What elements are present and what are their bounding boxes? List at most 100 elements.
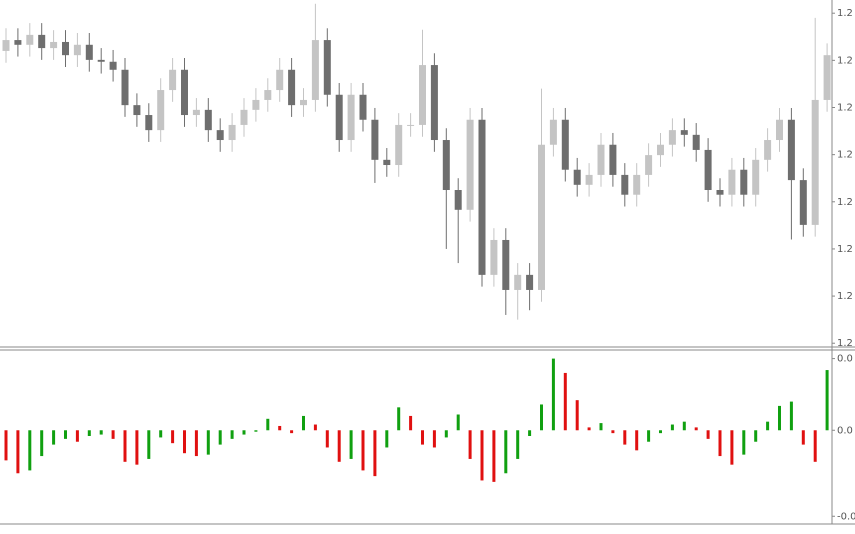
histogram-bar [242, 430, 246, 435]
histogram-bar [540, 404, 543, 431]
candle-body [264, 90, 272, 100]
histogram-bar [183, 430, 186, 454]
histogram-bar [778, 405, 781, 431]
candle-body [811, 99, 819, 225]
histogram-bar [4, 430, 8, 461]
candle-body [823, 55, 831, 100]
histogram-bar [801, 430, 805, 445]
histogram-bar [254, 430, 258, 432]
candle-body [549, 119, 557, 145]
histogram-bar [87, 430, 91, 436]
candle-body [478, 119, 486, 275]
candle-body [454, 190, 462, 210]
candle-body [764, 140, 772, 160]
histogram-bar [623, 430, 627, 445]
candle-body [133, 105, 141, 116]
histogram-bar [171, 430, 175, 444]
histogram-bar [551, 358, 555, 431]
candle-body [787, 119, 795, 181]
candle-body [502, 239, 510, 290]
candle-body [228, 124, 236, 141]
candle-body [288, 69, 296, 106]
y-tick-label: -0.0 [837, 511, 855, 522]
histogram-bar [706, 430, 710, 439]
histogram-bar [349, 430, 353, 459]
histogram-bar [468, 430, 472, 459]
histogram-bar [64, 430, 67, 439]
histogram-bar [528, 430, 532, 436]
candle-body [85, 44, 93, 60]
histogram-bar [659, 430, 662, 434]
candle-body [514, 274, 522, 290]
candle-body [347, 94, 355, 141]
histogram-bar [754, 430, 758, 442]
candle-body [633, 174, 641, 195]
candle-body [621, 174, 629, 195]
histogram-bar [516, 430, 520, 459]
candle-body [97, 59, 105, 62]
histogram-bar [492, 430, 496, 482]
candle-body [62, 41, 69, 56]
candle-body [371, 119, 379, 160]
histogram-bar [563, 372, 567, 431]
candle-body [799, 180, 807, 225]
histogram-bar [611, 430, 615, 434]
candle-body [430, 65, 438, 141]
histogram-bar [194, 430, 198, 457]
candle-body [692, 134, 700, 150]
y-tick-label: 1.2 [837, 8, 853, 19]
candle-body [359, 94, 367, 120]
y-tick-label: 1.2 [837, 102, 853, 113]
candle-body [14, 40, 22, 45]
histogram-bar [742, 430, 746, 455]
y-tick-label: 1.2 [837, 338, 853, 349]
histogram-bar [302, 415, 305, 431]
candle-body [300, 99, 307, 106]
candle-body [109, 61, 117, 70]
candle-body [716, 190, 724, 195]
histogram-bar [456, 414, 460, 431]
histogram-bar [825, 370, 829, 431]
histogram-bar [730, 430, 734, 465]
candle-body [240, 109, 248, 125]
candle-body [50, 41, 58, 49]
candle-body [442, 140, 450, 191]
y-tick-label: 1.2 [837, 197, 853, 208]
histogram-bar [694, 427, 698, 431]
candle-body [395, 124, 403, 166]
candle-body [311, 40, 319, 100]
histogram-bar [206, 430, 210, 455]
candle-body [169, 69, 177, 91]
candle-body [216, 130, 224, 141]
candle-body [407, 124, 415, 126]
histogram-bar [373, 430, 377, 477]
y-tick-label: 1.2 [837, 150, 853, 161]
histogram-bar [278, 425, 282, 431]
histogram-bar [409, 415, 413, 431]
histogram-bar [99, 430, 103, 435]
histogram-bar [40, 430, 44, 457]
candle-body [276, 69, 284, 91]
candle-body [668, 130, 676, 145]
histogram-bar [52, 430, 56, 445]
candle-body [192, 109, 200, 116]
candle-body [181, 69, 188, 116]
y-tick-label: 0.0 [837, 425, 853, 436]
candle-body [2, 40, 10, 51]
candle-body [204, 109, 212, 131]
candle-body [538, 144, 545, 290]
y-tick-label: 1.2 [837, 244, 853, 255]
candle-body [73, 44, 81, 56]
y-tick-label: 0.0 [837, 354, 853, 365]
histogram-bar [337, 430, 341, 462]
candle-body [157, 90, 165, 131]
histogram-bar [480, 430, 484, 481]
candle-body [419, 65, 426, 125]
histogram-bar [813, 430, 817, 462]
y-tick-label: 1.2 [837, 55, 853, 66]
histogram-bar [313, 424, 317, 431]
histogram-bar [789, 401, 793, 431]
candle-body [740, 169, 748, 195]
candle-body [573, 169, 581, 185]
